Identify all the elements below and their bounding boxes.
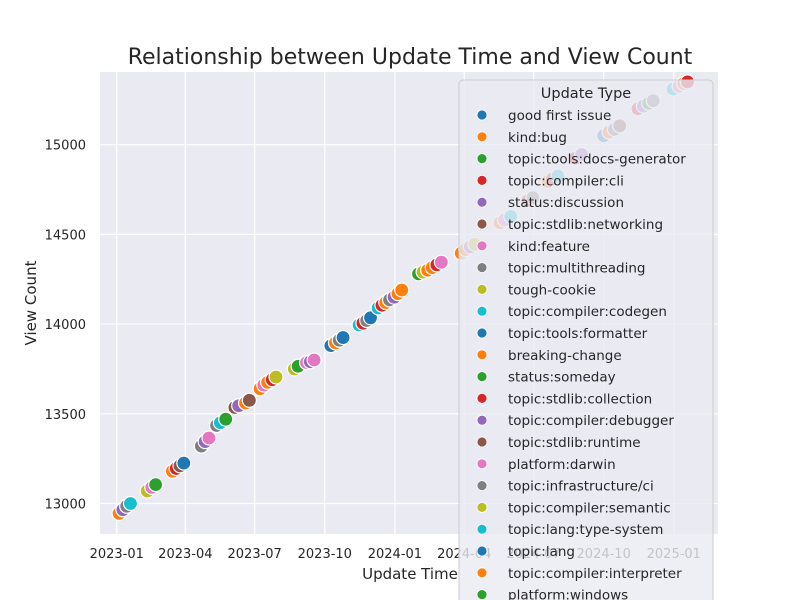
legend-marker — [476, 305, 488, 317]
legend-marker — [476, 327, 488, 339]
data-point — [241, 392, 257, 408]
chart-title: Relationship between Update Time and Vie… — [128, 45, 693, 70]
legend-label: topic:compiler:interpreter — [508, 566, 682, 582]
legend-marker — [476, 480, 488, 492]
data-point — [306, 352, 322, 368]
legend-label: tough-cookie — [508, 282, 596, 298]
legend-label: topic:compiler:semantic — [508, 500, 671, 516]
x-axis-label: Update Time — [362, 565, 458, 583]
x-tick-label: 2024-01 — [368, 547, 422, 562]
data-point — [394, 282, 410, 298]
data-point — [335, 329, 351, 346]
legend-label: topic:lang — [508, 544, 575, 560]
data-point — [218, 411, 234, 427]
y-tick-label: 13000 — [45, 497, 86, 512]
legend-marker — [476, 523, 488, 535]
legend-marker — [476, 371, 488, 383]
x-tick-label: 2023-04 — [158, 547, 212, 562]
legend-marker — [476, 240, 488, 252]
legend-marker — [476, 349, 488, 361]
data-point — [201, 430, 217, 446]
legend-label: kind:feature — [508, 239, 590, 255]
legend-label: status:someday — [508, 370, 616, 386]
x-tick-label: 2023-10 — [298, 547, 352, 562]
legend-marker — [476, 283, 488, 295]
legend-items: good first issue kind:bug topic:tools:docs… — [476, 108, 686, 600]
legend-marker — [476, 458, 488, 470]
legend-marker — [476, 414, 488, 426]
legend-label: kind:bug — [508, 130, 567, 146]
y-tick-label: 14500 — [45, 228, 86, 243]
legend-marker — [476, 153, 488, 165]
legend-label: topic:stdlib:networking — [508, 217, 663, 233]
x-tick-label: 2023-01 — [90, 547, 144, 562]
legend-marker — [476, 501, 488, 513]
legend-marker — [476, 196, 488, 208]
legend-label: topic:stdlib:runtime — [508, 435, 641, 451]
data-point — [176, 455, 192, 471]
legend-label: breaking-change — [508, 348, 622, 364]
y-tick-label: 13500 — [45, 408, 86, 423]
legend-label: status:discussion — [508, 195, 624, 211]
legend-marker — [476, 218, 488, 230]
legend-label: platform:windows — [508, 588, 628, 600]
data-point — [433, 254, 449, 270]
legend-marker — [476, 567, 488, 579]
legend-marker — [476, 545, 488, 557]
legend-marker — [476, 392, 488, 404]
legend-label: topic:lang:type-system — [508, 522, 663, 538]
x-tick-label: 2023-07 — [228, 547, 282, 562]
legend-label: topic:compiler:cli — [508, 173, 624, 189]
legend-marker — [476, 131, 488, 143]
legend: Update Type good first issue kind:bug topi… — [458, 79, 714, 600]
legend-label: topic:multithreading — [508, 261, 645, 277]
legend-label: topic:tools:formatter — [508, 326, 648, 342]
y-axis-label: View Count — [22, 260, 40, 345]
legend-marker — [476, 589, 488, 600]
legend-label: good first issue — [508, 108, 611, 124]
legend-box — [458, 79, 714, 600]
legend-label: topic:infrastructure/ci — [508, 479, 654, 495]
legend-label: topic:tools:docs-generator — [508, 152, 686, 168]
legend-marker — [476, 436, 488, 448]
legend-marker — [476, 109, 488, 121]
legend-marker — [476, 262, 488, 274]
y-tick-label: 15000 — [45, 139, 86, 154]
y-tick-label: 14000 — [45, 318, 86, 333]
legend-label: topic:stdlib:collection — [508, 391, 652, 407]
legend-label: platform:darwin — [508, 457, 616, 473]
legend-label: topic:compiler:codegen — [508, 304, 667, 320]
data-point — [268, 369, 284, 385]
data-point — [148, 477, 164, 493]
legend-title: Update Type — [541, 86, 632, 102]
legend-marker — [476, 174, 488, 186]
legend-label: topic:compiler:debugger — [508, 413, 674, 429]
data-point — [122, 495, 139, 512]
